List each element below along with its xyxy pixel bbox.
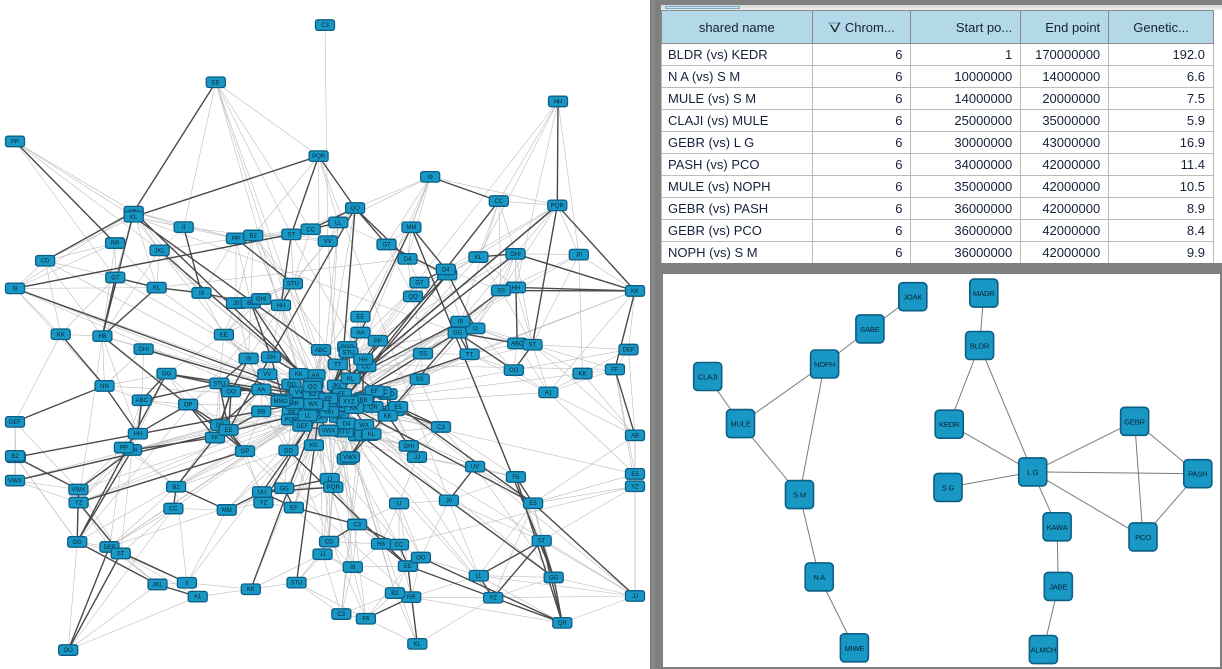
svg-text:PCO: PCO (1135, 533, 1151, 542)
svg-text:L G: L G (1027, 468, 1039, 477)
svg-text:MADR: MADR (973, 289, 995, 298)
svg-text:PASH: PASH (1188, 470, 1207, 479)
svg-text:GEBR: GEBR (1124, 417, 1145, 426)
svg-text:NOPH: NOPH (814, 360, 835, 369)
svg-text:JOAK: JOAK (903, 293, 922, 302)
svg-text:SABE: SABE (860, 325, 880, 334)
svg-text:S G: S G (942, 483, 955, 492)
svg-text:MULE: MULE (730, 420, 750, 429)
svg-text:S M: S M (793, 491, 806, 500)
svg-text:CLAJI: CLAJI (698, 373, 718, 382)
svg-text:ALMCH: ALMCH (1031, 646, 1057, 655)
svg-text:MIWE: MIWE (844, 644, 864, 653)
svg-text:JABE: JABE (1049, 582, 1067, 591)
svg-text:KAWA: KAWA (1047, 523, 1069, 532)
svg-text:KEDR: KEDR (939, 420, 960, 429)
svg-text:N A: N A (813, 573, 826, 582)
svg-text:BLDR: BLDR (970, 342, 990, 351)
